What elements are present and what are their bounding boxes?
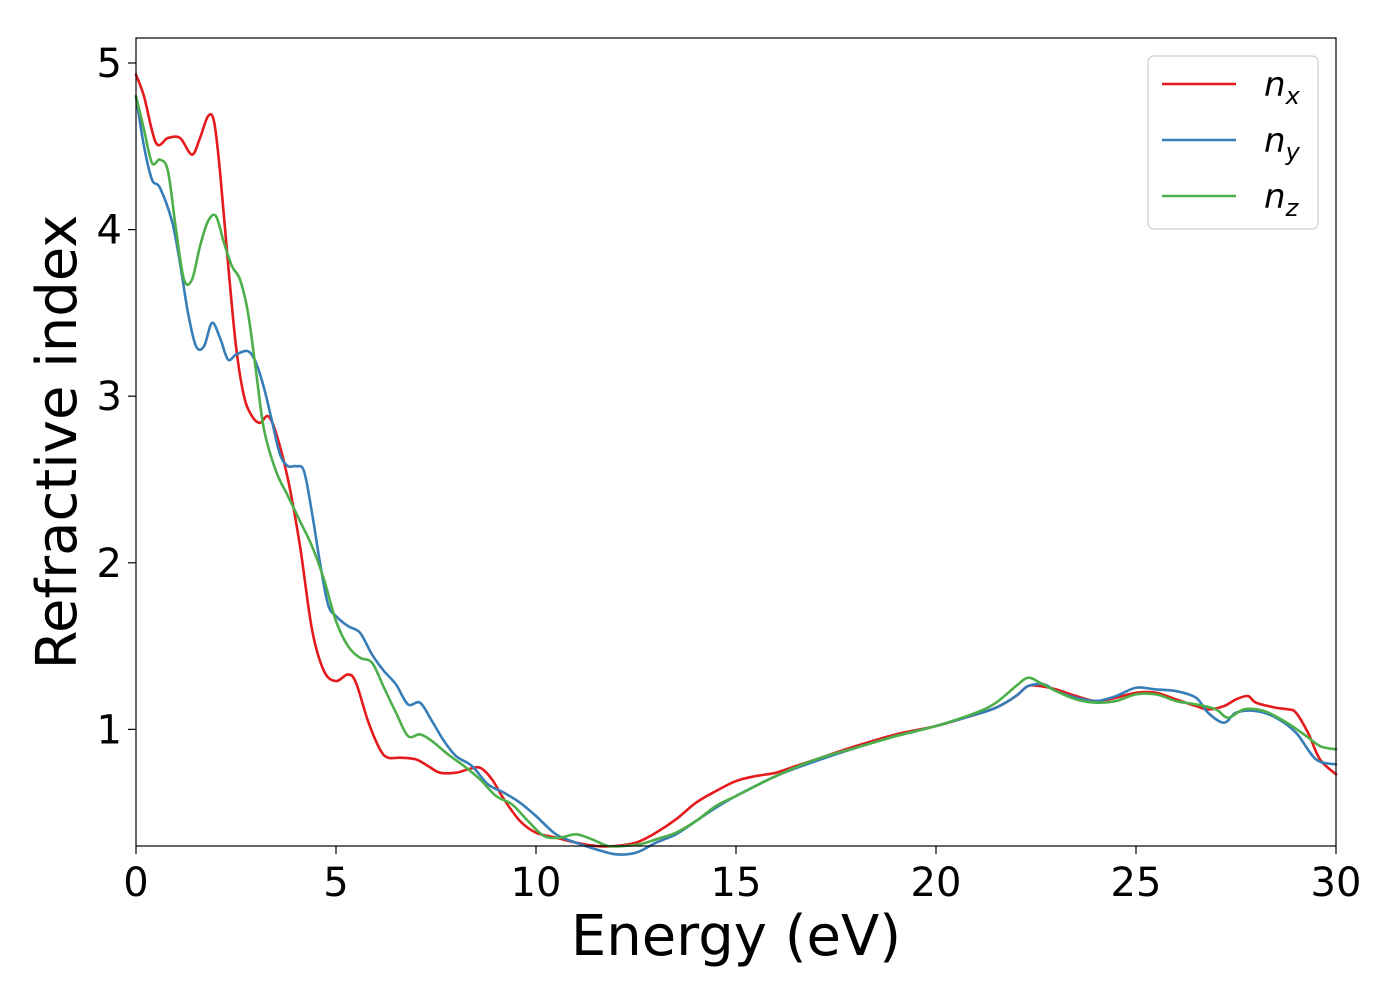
x-tick-label: 0: [123, 860, 148, 906]
y-tick-label: 1: [97, 707, 122, 753]
y-tick-label: 4: [97, 208, 122, 254]
legend-box: [1147, 55, 1319, 230]
x-tick-label: 25: [1111, 860, 1162, 906]
x-axis-title: Energy (eV): [571, 904, 901, 969]
x-axis-ticks: 0 5 10 15 20 25 30: [123, 846, 1361, 906]
y-tick-label: 2: [97, 541, 122, 587]
series-line-z: [134, 95, 1338, 848]
y-axis-title: Refractive index: [25, 215, 90, 670]
plot-lines: [134, 73, 1338, 856]
y-axis-ticks: 1 2 3 4 5: [97, 41, 136, 753]
series-line-y: [134, 95, 1338, 856]
x-tick-label: 20: [911, 860, 962, 906]
x-tick-label: 15: [711, 860, 762, 906]
x-tick-label: 5: [323, 860, 348, 906]
legend-label-x: nx: [1264, 65, 1301, 110]
y-tick-label: 5: [97, 41, 122, 87]
x-tick-label: 10: [511, 860, 562, 906]
legend-label-y: ny: [1264, 121, 1301, 166]
y-tick-label: 3: [97, 374, 122, 420]
x-tick-label: 30: [1311, 860, 1362, 906]
